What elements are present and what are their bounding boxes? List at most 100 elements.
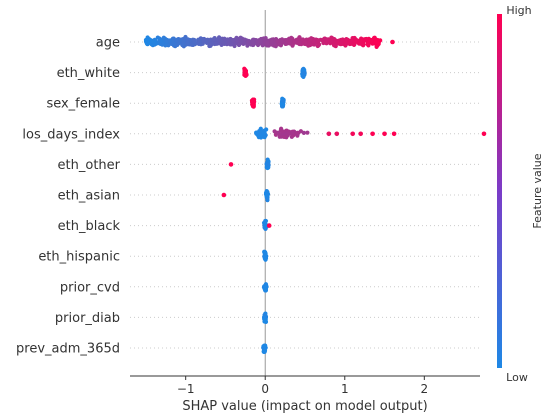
shap-point xyxy=(290,130,295,135)
shap-point xyxy=(390,39,395,45)
shap-point xyxy=(364,36,369,42)
feature-label: eth_white xyxy=(57,66,120,81)
x-tick-label: 2 xyxy=(420,382,428,396)
x-axis-title: SHAP value (impact on model output) xyxy=(182,399,427,414)
feature-label: prior_diab xyxy=(55,311,120,326)
colorbar-gradient xyxy=(497,14,502,368)
shap-point xyxy=(180,42,185,48)
shap-point xyxy=(297,40,302,45)
shap-point xyxy=(370,131,375,137)
feature-rows xyxy=(130,41,480,349)
shap-point xyxy=(201,39,206,44)
shap-point xyxy=(222,36,227,41)
shap-point xyxy=(316,38,321,43)
shap-point xyxy=(344,36,349,42)
shap-point xyxy=(289,35,294,40)
x-tick-label: −1 xyxy=(177,382,195,396)
shap-point xyxy=(221,40,226,46)
shap-point xyxy=(228,162,234,167)
shap-point xyxy=(254,131,259,136)
shap-point xyxy=(152,42,157,47)
x-axis: −1 0 1 2 xyxy=(130,375,480,396)
shap-point xyxy=(261,131,266,136)
shap-point xyxy=(272,129,277,134)
feature-label: prev_adm_365d xyxy=(16,342,120,357)
shap-point xyxy=(185,41,190,46)
shap-point xyxy=(174,38,179,43)
shap-point xyxy=(277,42,282,47)
shap-point xyxy=(262,343,267,348)
shap-point xyxy=(189,42,194,47)
colorbar-low-label: Low xyxy=(506,371,528,384)
x-tick-label: 0 xyxy=(261,382,269,396)
colorbar-title: Feature value xyxy=(531,153,544,228)
shap-point xyxy=(239,39,244,44)
shap-point xyxy=(287,41,292,46)
feature-label: eth_asian xyxy=(58,189,120,204)
shap-point xyxy=(263,313,268,319)
shap-point xyxy=(373,39,378,44)
feature-labels: age eth_white sex_female los_days_index eth_… xyxy=(16,36,121,357)
shap-point xyxy=(234,35,239,40)
shap-point xyxy=(244,72,249,77)
shap-point xyxy=(257,131,262,136)
shap-point xyxy=(263,251,268,256)
shap-point xyxy=(176,40,181,46)
shap-point xyxy=(357,40,362,45)
shap-point xyxy=(317,42,322,47)
shap-point xyxy=(371,36,377,41)
shap-point xyxy=(209,41,215,47)
shap-point xyxy=(181,39,186,44)
shap-point xyxy=(340,37,345,42)
shap-point xyxy=(391,131,397,137)
shap-point xyxy=(292,40,297,45)
shap-point xyxy=(331,43,337,48)
shap-point xyxy=(269,39,274,45)
shap-point xyxy=(324,37,329,42)
colorbar: High Low Feature value xyxy=(497,4,544,384)
shap-point xyxy=(261,36,266,41)
shap-point xyxy=(265,41,270,46)
shap-point xyxy=(351,42,357,47)
shap-point xyxy=(382,131,387,137)
shap-point xyxy=(221,192,227,198)
shap-point xyxy=(263,287,268,292)
shap-point xyxy=(290,43,295,48)
shap-point xyxy=(302,40,308,45)
shap-point xyxy=(308,37,313,42)
shap-point xyxy=(155,35,160,40)
shap-point xyxy=(238,35,243,40)
shap-point xyxy=(250,99,256,104)
shap-point xyxy=(374,44,379,49)
shap-point xyxy=(160,42,165,47)
feature-label: eth_black xyxy=(58,219,121,234)
shap-point xyxy=(285,131,290,136)
shap-point xyxy=(258,39,263,44)
shap-point xyxy=(277,38,283,43)
shap-point xyxy=(350,131,356,137)
shap-point xyxy=(343,41,348,46)
shap-point xyxy=(145,39,151,44)
shap-point xyxy=(279,101,284,106)
shap-point xyxy=(282,134,287,140)
shap-point xyxy=(185,37,191,42)
shap-point xyxy=(196,41,201,46)
shap-point xyxy=(237,42,242,47)
shap-point xyxy=(365,42,370,47)
shap-point xyxy=(243,68,248,74)
shap-point xyxy=(158,38,163,43)
shap-point xyxy=(265,193,270,198)
shap-point xyxy=(265,162,271,167)
feature-label: sex_female xyxy=(46,97,120,112)
shap-point xyxy=(250,41,256,47)
shap-point xyxy=(326,131,332,137)
shap-point xyxy=(266,223,272,228)
x-tick-label: 1 xyxy=(341,382,349,396)
shap-point xyxy=(167,38,172,43)
shap-point xyxy=(352,35,357,41)
shap-point xyxy=(280,129,285,134)
colorbar-high-label: High xyxy=(506,4,531,17)
shap-point xyxy=(197,38,202,43)
shap-point xyxy=(263,256,268,261)
